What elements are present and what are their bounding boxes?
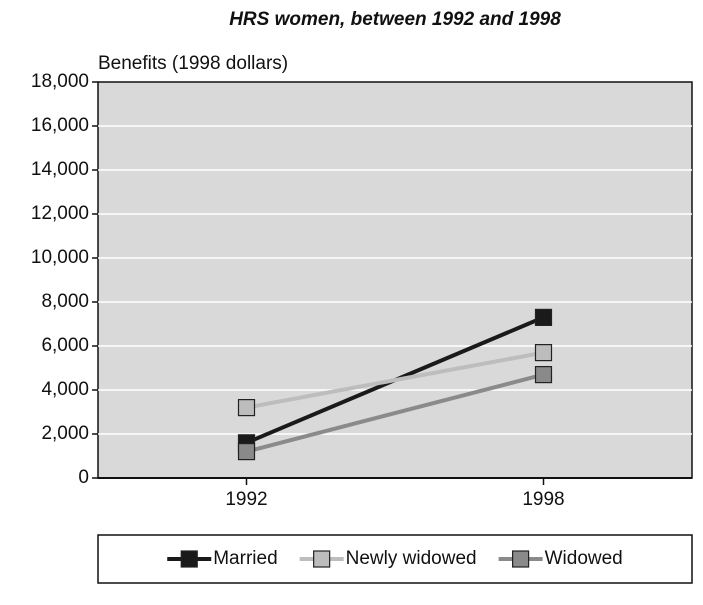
chart-title: HRS women, between 1992 and 1998 xyxy=(229,9,561,30)
x-tick-label: 1998 xyxy=(522,489,564,510)
point-marker xyxy=(237,399,256,417)
plot-area xyxy=(97,81,693,479)
legend-label: Newly widowed xyxy=(346,548,477,569)
y-tick-label: 6,000 xyxy=(41,335,89,356)
point-marker xyxy=(534,344,553,362)
y-tick-label: 12,000 xyxy=(31,203,89,224)
y-tick-label: 0 xyxy=(78,467,89,488)
point-marker xyxy=(534,366,553,384)
point-marker xyxy=(534,308,553,326)
y-axis-label: Benefits (1998 dollars) xyxy=(98,53,288,74)
legend-marker xyxy=(313,550,331,568)
y-tick-label: 18,000 xyxy=(31,71,89,92)
y-tick-label: 8,000 xyxy=(41,291,89,312)
y-tick-label: 16,000 xyxy=(31,115,89,136)
point-marker xyxy=(237,443,256,461)
y-tick-label: 4,000 xyxy=(41,379,89,400)
x-tick-label: 1992 xyxy=(225,489,267,510)
y-tick-label: 14,000 xyxy=(31,159,89,180)
legend-marker xyxy=(180,550,198,568)
legend-label: Widowed xyxy=(545,548,623,569)
series-line xyxy=(245,372,545,454)
series-line xyxy=(246,350,544,410)
legend-label: Married xyxy=(213,548,277,569)
legend-marker xyxy=(512,550,530,568)
y-tick-label: 2,000 xyxy=(41,423,89,444)
y-tick-label: 10,000 xyxy=(31,247,89,268)
